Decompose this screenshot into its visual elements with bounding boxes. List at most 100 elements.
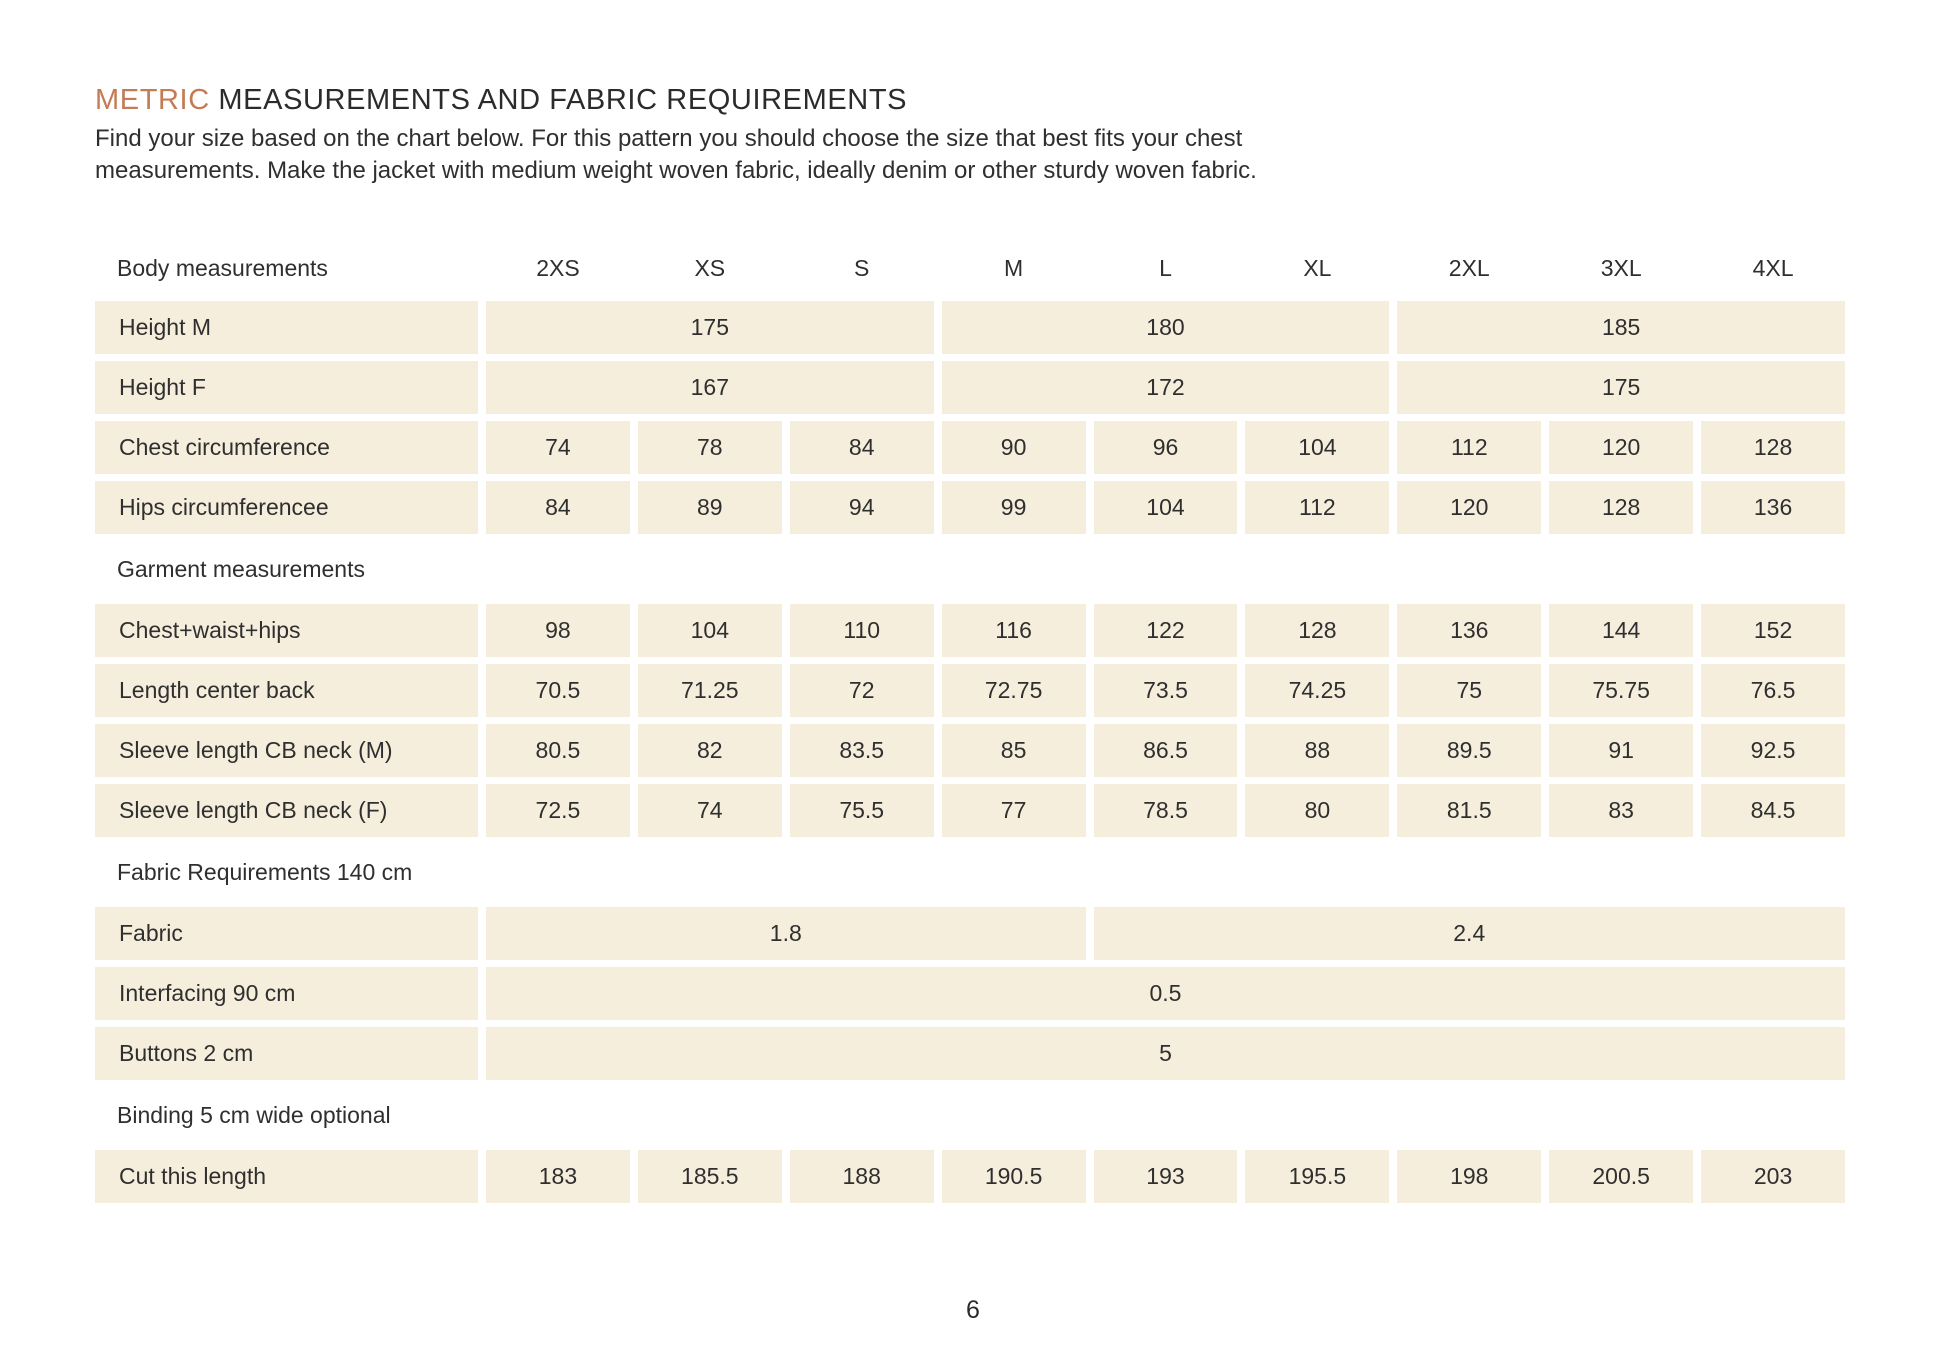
table-cell: 75: [1397, 664, 1542, 717]
table-cell: 136: [1397, 604, 1542, 657]
section-header: Garment measurements: [117, 555, 365, 582]
table-cell: 120: [1549, 421, 1694, 474]
table-cell: 96: [1093, 421, 1238, 474]
table-cell: 83.5: [789, 724, 934, 777]
table-cell: 193: [1093, 1150, 1238, 1203]
table-cell: 183: [486, 1150, 630, 1203]
table-cell: 104: [1245, 421, 1390, 474]
table-cell: 122: [1093, 604, 1238, 657]
row-label: Fabric: [95, 907, 478, 960]
table-cell: 0.5: [486, 967, 1845, 1020]
column-header-4xl: 4XL: [1752, 254, 1794, 281]
table-cell: 185.5: [637, 1150, 782, 1203]
table-cell: 175: [486, 301, 934, 354]
row-label: Height F: [95, 361, 478, 414]
table-cell: 78: [637, 421, 782, 474]
table-cell: 70.5: [486, 664, 630, 717]
page-title: METRIC MEASUREMENTS AND FABRIC REQUIREME…: [95, 84, 1845, 117]
table-cell: 116: [941, 604, 1086, 657]
table-cell: 84: [789, 421, 934, 474]
table-cell: 104: [1093, 481, 1238, 534]
table-cell: 136: [1701, 481, 1845, 534]
table-cell: 77: [941, 784, 1086, 837]
page-number: 6: [966, 1296, 980, 1324]
row-label: Sleeve length CB neck (F): [95, 784, 478, 837]
row-label: Height M: [95, 301, 478, 354]
table-cell: 80.5: [486, 724, 630, 777]
intro-line-2: measurements. Make the jacket with mediu…: [95, 157, 1257, 184]
row-label: Length center back: [95, 664, 478, 717]
table-cell: 180: [941, 301, 1390, 354]
table-cell: 78.5: [1093, 784, 1238, 837]
table-cell: 72.75: [941, 664, 1086, 717]
table-cell: 74: [486, 421, 630, 474]
table-cell: 175: [1397, 361, 1845, 414]
table-cell: 82: [637, 724, 782, 777]
row-label: Cut this length: [95, 1150, 478, 1203]
section-header: Fabric Requirements 140 cm: [117, 858, 413, 885]
page-title-accent: METRIC: [95, 84, 210, 116]
table-cell: 75.75: [1549, 664, 1694, 717]
table-cell: 92.5: [1701, 724, 1845, 777]
table-cell: 75.5: [789, 784, 934, 837]
table-cell: 152: [1701, 604, 1845, 657]
table-cell: 104: [637, 604, 782, 657]
table-cell: 112: [1245, 481, 1390, 534]
table-cell: 90: [941, 421, 1086, 474]
table-cell: 89: [637, 481, 782, 534]
table-cell: 81.5: [1397, 784, 1542, 837]
row-label: Interfacing 90 cm: [95, 967, 478, 1020]
page-title-rest: MEASUREMENTS AND FABRIC REQUIREMENTS: [209, 84, 908, 116]
table-cell: 188: [789, 1150, 934, 1203]
row-label: Buttons 2 cm: [95, 1027, 478, 1080]
table-cell: 128: [1549, 481, 1694, 534]
table-cell: 74: [637, 784, 782, 837]
column-header-xs: XS: [694, 254, 726, 281]
table-cell: 76.5: [1701, 664, 1845, 717]
column-header-3xl: 3XL: [1600, 254, 1642, 281]
section-header: Binding 5 cm wide optional: [117, 1101, 391, 1128]
table-cell: 74.25: [1245, 664, 1390, 717]
row-label: Hips circumferencee: [95, 481, 478, 534]
table-cell: 172: [941, 361, 1390, 414]
table-cell: 72.5: [486, 784, 630, 837]
table-cell: 185: [1397, 301, 1845, 354]
table-cell: 167: [486, 361, 934, 414]
table-cell: 89.5: [1397, 724, 1542, 777]
row-label: Sleeve length CB neck (M): [95, 724, 478, 777]
column-header-2xs: 2XS: [536, 254, 580, 281]
column-header-2xl: 2XL: [1448, 254, 1490, 281]
table-cell: 85: [941, 724, 1086, 777]
table-cell: 144: [1549, 604, 1694, 657]
column-header-xl: XL: [1303, 254, 1332, 281]
intro-text: Find your size based on the chart below.…: [95, 123, 1845, 187]
table-cell: 98: [486, 604, 630, 657]
table-cell: 91: [1549, 724, 1694, 777]
table-cell: 1.8: [486, 907, 1086, 960]
table-cell: 190.5: [941, 1150, 1086, 1203]
column-header-l: L: [1159, 254, 1172, 281]
table-cell: 198: [1397, 1150, 1542, 1203]
table-cell: 112: [1397, 421, 1542, 474]
table-cell: 203: [1701, 1150, 1845, 1203]
table-cell: 120: [1397, 481, 1542, 534]
table-cell: 80: [1245, 784, 1390, 837]
table-cell: 128: [1245, 604, 1390, 657]
table-cell: 88: [1245, 724, 1390, 777]
page-content: METRIC MEASUREMENTS AND FABRIC REQUIREME…: [95, 84, 1845, 1203]
row-label: Chest+waist+hips: [95, 604, 478, 657]
table-cell: 71.25: [637, 664, 782, 717]
table-cell: 84.5: [1701, 784, 1845, 837]
table-cell: 99: [941, 481, 1086, 534]
table-cell: 195.5: [1245, 1150, 1390, 1203]
table-cell: 86.5: [1093, 724, 1238, 777]
table-cell: 73.5: [1093, 664, 1238, 717]
table-cell: 72: [789, 664, 934, 717]
table-cell: 110: [789, 604, 934, 657]
table-cell: 94: [789, 481, 934, 534]
intro-line-1: Find your size based on the chart below.…: [95, 125, 1243, 152]
table-cell: 5: [486, 1027, 1845, 1080]
column-header-m: M: [1004, 254, 1024, 281]
size-table: Body measurements 2XS XS S M L XL 2XL 3XL 4XL Heig…: [95, 242, 1845, 1203]
